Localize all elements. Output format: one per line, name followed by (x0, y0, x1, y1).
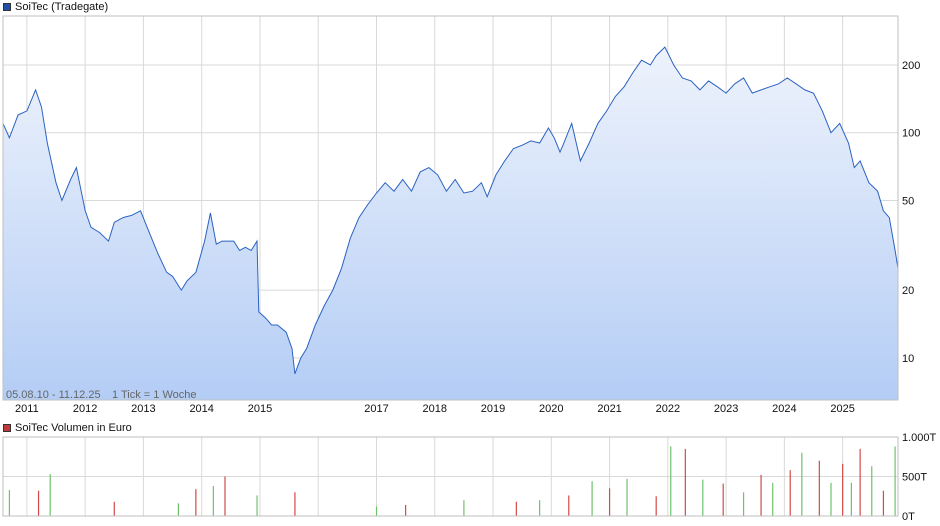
volume-frame (2, 436, 899, 517)
y-tick-label: 200 (902, 60, 920, 72)
volume-bar (463, 500, 465, 516)
volume-legend-label: SoiTec Volumen in Euro (15, 422, 132, 434)
volume-bar (830, 482, 832, 516)
price-legend-swatch (3, 3, 11, 11)
y-tick-label: 20 (902, 285, 914, 297)
x-tick-label: 2011 (15, 403, 39, 415)
volume-bar (195, 489, 197, 516)
volume-bar (742, 492, 745, 516)
volume-bar (702, 479, 704, 516)
x-tick-label: 2019 (481, 403, 505, 415)
volume-bar (405, 504, 407, 516)
volume-bar (684, 448, 686, 516)
volume-bar (256, 495, 258, 516)
x-tick-label: 2018 (423, 403, 447, 415)
volume-bar (539, 500, 541, 516)
volume-legend-swatch (3, 424, 11, 432)
volume-bar (882, 490, 885, 516)
y-tick-label: 50 (902, 196, 914, 208)
volume-bar (850, 482, 852, 516)
volume-bar (608, 488, 611, 516)
x-tick-label: 2017 (364, 403, 388, 415)
volume-bar (859, 448, 861, 516)
volume-bar (113, 501, 115, 516)
price-area (3, 47, 898, 400)
volume-bar (722, 483, 724, 516)
volume-bar (655, 496, 657, 516)
volume-bar (568, 495, 570, 516)
x-tick-label: 2015 (248, 403, 272, 415)
tick-info-label: 1 Tick = 1 Woche (112, 389, 196, 401)
volume-bar (212, 485, 214, 516)
x-tick-label: 2022 (656, 403, 680, 415)
price-line (2, 46, 899, 374)
volume-bar (760, 474, 762, 516)
volume-bar (37, 490, 40, 516)
volume-bar (670, 446, 672, 516)
volume-bar (49, 474, 51, 516)
volume-legend: SoiTec Volumen in Euro (3, 421, 132, 435)
x-tick-label: 2012 (73, 403, 97, 415)
volume-bar (626, 478, 628, 516)
volume-tick-label: 0T (902, 511, 915, 523)
x-tick-label: 2023 (714, 403, 738, 415)
volume-bar (294, 492, 296, 516)
price-legend: SoiTec (Tradegate) (3, 0, 108, 14)
x-tick-label: 2024 (772, 403, 796, 415)
volume-bar (515, 501, 517, 516)
price-legend-label: SoiTec (Tradegate) (15, 1, 109, 13)
volume-bar (591, 481, 593, 516)
volume-bar (842, 463, 844, 516)
volume-bar (8, 489, 11, 516)
x-tick-label: 2025 (830, 403, 854, 415)
volume-bar (375, 506, 378, 516)
x-tick-label: 2021 (597, 403, 621, 415)
volume-bar (871, 466, 873, 516)
volume-bar (818, 460, 820, 516)
price-frame (2, 15, 899, 401)
volume-bar (894, 446, 896, 516)
y-tick-label: 10 (902, 353, 914, 365)
x-tick-label: 2013 (131, 403, 155, 415)
volume-bar (224, 476, 226, 516)
volume-bar (801, 452, 803, 516)
x-tick-label: 2020 (539, 403, 563, 415)
y-tick-label: 100 (902, 128, 920, 140)
period-label: 05.08.10 - 11.12.25 (6, 389, 101, 401)
volume-tick-label: 1.000T (902, 432, 937, 444)
volume-bar (789, 470, 791, 516)
volume-bar (772, 482, 774, 516)
volume-bar (177, 503, 179, 516)
volume-tick-label: 500T (902, 472, 927, 484)
x-tick-label: 2014 (189, 403, 213, 415)
